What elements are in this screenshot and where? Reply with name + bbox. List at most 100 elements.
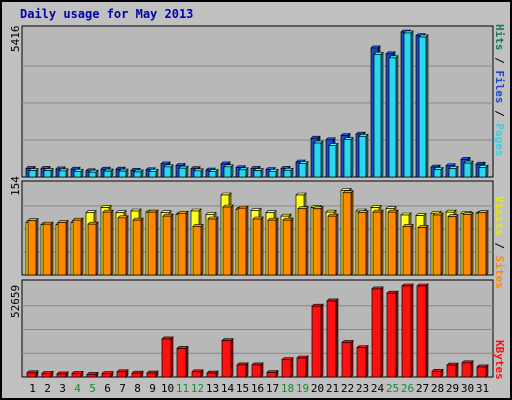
day-label-25: 25 bbox=[386, 382, 399, 395]
bar-sites-day-10 bbox=[162, 215, 172, 276]
bar-kbytes-day-10 bbox=[161, 338, 172, 378]
bar-kbytes-day-28 bbox=[431, 370, 442, 378]
bar-kbytes-day-25 bbox=[386, 292, 397, 378]
bar-sites-day-31 bbox=[477, 212, 487, 276]
bar-kbytes-day-19 bbox=[296, 357, 307, 378]
day-label-28: 28 bbox=[431, 382, 444, 395]
day-label-4: 4 bbox=[74, 382, 81, 395]
bar-sites-day-2 bbox=[42, 223, 52, 276]
bar-kbytes-day-24 bbox=[371, 288, 382, 378]
day-label-5: 5 bbox=[89, 382, 96, 395]
day-label-1: 1 bbox=[29, 382, 36, 395]
day-label-15: 15 bbox=[236, 382, 249, 395]
day-label-18: 18 bbox=[281, 382, 294, 395]
bar-files-day-18 bbox=[283, 169, 292, 178]
bar-files-day-29 bbox=[448, 168, 457, 178]
bar-files-day-11 bbox=[178, 167, 187, 178]
bar-sites-day-7 bbox=[117, 217, 127, 276]
bar-kbytes-day-3 bbox=[56, 373, 67, 378]
bar-kbytes-day-9 bbox=[146, 372, 157, 378]
bar-files-day-20 bbox=[313, 142, 322, 178]
bar-sites-day-29 bbox=[447, 216, 457, 276]
day-label-20: 20 bbox=[311, 382, 324, 395]
bar-sites-day-30 bbox=[462, 214, 472, 276]
day-label-26: 26 bbox=[401, 382, 414, 395]
bar-sites-day-21 bbox=[327, 215, 337, 276]
bar-files-day-3 bbox=[58, 170, 67, 178]
bar-kbytes-day-18 bbox=[281, 359, 292, 378]
bar-sites-day-18 bbox=[282, 219, 292, 276]
bar-sites-day-5 bbox=[87, 223, 97, 276]
bar-files-day-23 bbox=[358, 135, 367, 178]
day-label-22: 22 bbox=[341, 382, 354, 395]
day-label-30: 30 bbox=[461, 382, 474, 395]
bar-sites-day-4 bbox=[72, 219, 82, 276]
bar-sites-day-11 bbox=[177, 212, 187, 276]
day-label-31: 31 bbox=[476, 382, 489, 395]
bar-kbytes-day-15 bbox=[236, 364, 247, 378]
bar-kbytes-day-5 bbox=[86, 374, 97, 378]
bar-sites-day-17 bbox=[267, 219, 277, 276]
bar-files-day-17 bbox=[268, 171, 277, 178]
bar-sites-day-3 bbox=[57, 222, 67, 276]
day-label-29: 29 bbox=[446, 382, 459, 395]
bar-files-day-15 bbox=[238, 169, 247, 178]
bar-files-day-10 bbox=[163, 166, 172, 178]
day-label-2: 2 bbox=[44, 382, 51, 395]
bar-sites-day-16 bbox=[252, 218, 262, 276]
day-label-10: 10 bbox=[161, 382, 174, 395]
bar-files-day-14 bbox=[223, 166, 232, 178]
bar-sites-day-12 bbox=[192, 226, 202, 276]
bar-files-day-26 bbox=[403, 32, 412, 178]
bar-files-day-4 bbox=[73, 171, 82, 178]
bar-files-day-24 bbox=[373, 54, 382, 178]
bar-files-day-16 bbox=[253, 170, 262, 178]
day-label-23: 23 bbox=[356, 382, 369, 395]
bar-files-day-21 bbox=[328, 145, 337, 178]
bar-files-day-19 bbox=[298, 163, 307, 178]
bar-sites-day-1 bbox=[27, 220, 37, 276]
bar-files-day-1 bbox=[28, 170, 37, 178]
bar-sites-day-8 bbox=[132, 219, 142, 276]
bar-files-day-31 bbox=[478, 167, 487, 178]
bar-sites-day-28 bbox=[432, 214, 442, 276]
bar-sites-day-14 bbox=[222, 206, 232, 276]
bar-kbytes-day-26 bbox=[401, 285, 412, 378]
panel-3-plot-area bbox=[21, 279, 494, 378]
bar-kbytes-day-2 bbox=[41, 373, 52, 378]
bar-kbytes-day-4 bbox=[71, 373, 82, 378]
day-label-17: 17 bbox=[266, 382, 279, 395]
bar-sites-day-6 bbox=[102, 211, 112, 276]
bar-sites-day-13 bbox=[207, 218, 217, 276]
bar-kbytes-day-16 bbox=[251, 364, 262, 378]
bar-kbytes-day-22 bbox=[341, 342, 352, 378]
panel-1-plot-area bbox=[21, 25, 494, 178]
bar-files-day-27 bbox=[418, 36, 427, 178]
day-label-24: 24 bbox=[371, 382, 385, 395]
bar-sites-day-24 bbox=[372, 211, 382, 276]
bar-files-day-8 bbox=[133, 171, 142, 178]
bar-sites-day-25 bbox=[387, 211, 397, 276]
day-label-14: 14 bbox=[221, 382, 235, 395]
bar-sites-day-9 bbox=[147, 211, 157, 276]
bar-files-day-7 bbox=[118, 170, 127, 178]
bar-files-day-30 bbox=[463, 162, 472, 178]
bar-files-day-9 bbox=[148, 171, 157, 178]
bar-sites-day-23 bbox=[357, 212, 367, 276]
bar-kbytes-day-7 bbox=[116, 371, 127, 378]
bar-files-day-28 bbox=[433, 169, 442, 178]
bar-files-day-2 bbox=[43, 170, 52, 178]
day-label-13: 13 bbox=[206, 382, 219, 395]
day-label-11: 11 bbox=[176, 382, 189, 395]
bar-kbytes-day-13 bbox=[206, 372, 217, 378]
bar-files-day-13 bbox=[208, 171, 217, 178]
day-label-27: 27 bbox=[416, 382, 429, 395]
bar-kbytes-day-8 bbox=[131, 372, 142, 378]
bar-kbytes-day-1 bbox=[26, 372, 37, 378]
bar-kbytes-day-27 bbox=[416, 285, 427, 378]
day-label-7: 7 bbox=[119, 382, 126, 395]
bar-kbytes-day-23 bbox=[356, 347, 367, 378]
bar-files-day-6 bbox=[103, 170, 112, 178]
chart-title: Daily usage for May 2013 bbox=[20, 7, 194, 21]
